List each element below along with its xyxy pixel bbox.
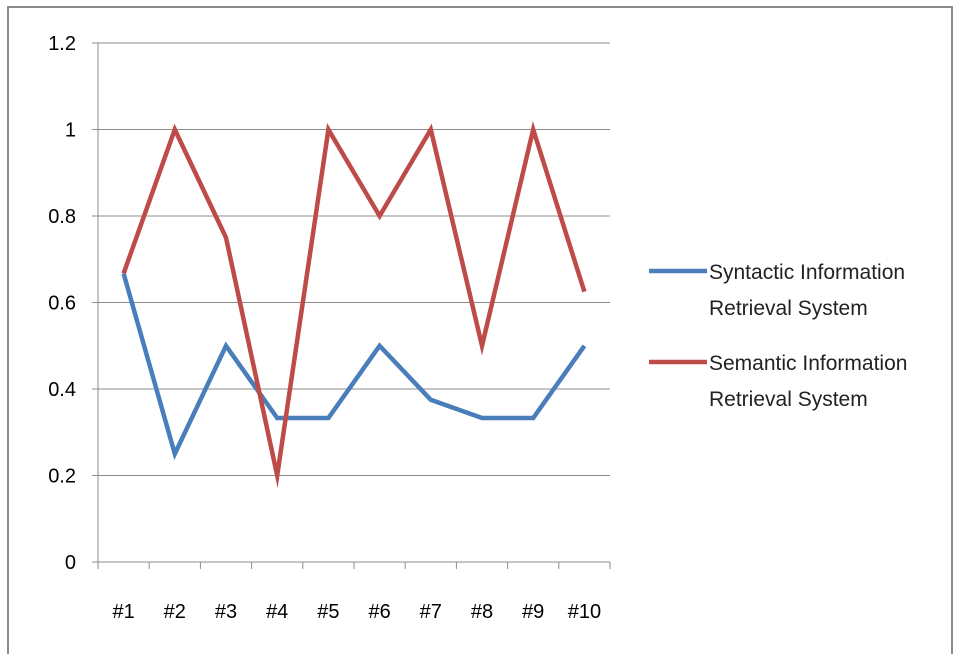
series-lines	[121, 121, 587, 489]
data-point	[378, 344, 382, 348]
data-point	[531, 128, 535, 132]
data-point	[173, 128, 177, 132]
y-tick-label: 0.8	[48, 206, 76, 228]
data-point	[582, 290, 586, 294]
x-tick-label: #2	[164, 601, 186, 623]
legend-label: Retrieval System	[709, 388, 868, 411]
data-point	[429, 398, 433, 402]
x-tick-label: #8	[471, 601, 493, 623]
x-tick-label: #10	[568, 601, 601, 623]
data-point	[326, 128, 330, 132]
data-point	[326, 416, 330, 420]
data-point	[122, 272, 126, 276]
y-tick-label: 0.4	[48, 379, 76, 401]
legend-label: Retrieval System	[709, 297, 868, 320]
x-tick-label: #5	[317, 601, 339, 623]
legend-label: Semantic Information	[709, 352, 907, 375]
chart-frame	[7, 6, 953, 654]
y-tick-label: 1	[65, 120, 76, 142]
y-tick-label: 0	[65, 552, 76, 574]
series-line-syntactic	[121, 272, 587, 461]
legend: Syntactic Information Retrieval System Sem…	[649, 261, 907, 411]
x-tick-label: #4	[266, 601, 288, 623]
y-axis-tick-labels: 0 0.2 0.4 0.6 0.8 1 1.2	[48, 33, 76, 574]
data-point	[531, 416, 535, 420]
axes	[92, 42, 611, 569]
y-tick-label: 0.2	[48, 466, 76, 488]
data-point	[275, 474, 279, 478]
x-axis-tick-labels: #1 #2 #3 #4 #5 #6 #7 #8 #9 #10	[112, 601, 601, 623]
legend-label: Syntactic Information	[709, 261, 905, 284]
x-tick-label: #3	[215, 601, 237, 623]
x-tick-label: #7	[420, 601, 442, 623]
data-point	[224, 236, 228, 240]
data-point	[275, 416, 279, 420]
gridlines	[98, 42, 610, 476]
x-tick-label: #6	[368, 601, 390, 623]
x-tick-label: #9	[522, 601, 544, 623]
series-line-semantic	[121, 121, 587, 489]
y-tick-label: 1.2	[48, 33, 76, 55]
x-tick-label: #1	[112, 601, 134, 623]
data-point	[582, 344, 586, 348]
data-point	[173, 452, 177, 456]
data-point	[480, 344, 484, 348]
y-tick-label: 0.6	[48, 293, 76, 315]
data-point	[480, 416, 484, 420]
data-point	[378, 214, 382, 218]
data-point	[429, 128, 433, 132]
data-point	[224, 344, 228, 348]
